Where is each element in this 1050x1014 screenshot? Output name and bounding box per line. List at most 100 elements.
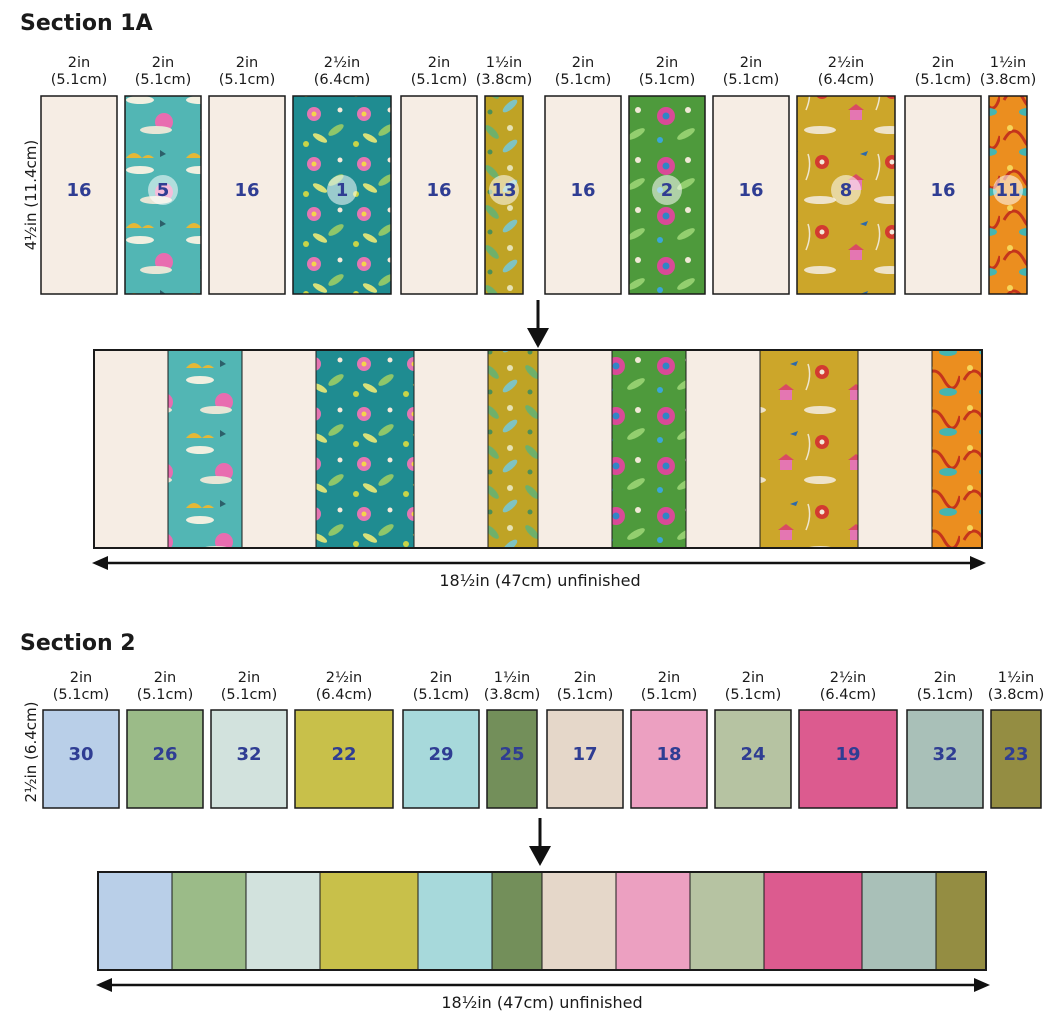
fabric-strip: [630, 709, 708, 809]
section-2-total-width-label: 18½in (47cm) unfinished: [441, 993, 642, 1012]
fabric-number: 11: [995, 180, 1020, 201]
fabric-strip: [798, 709, 898, 809]
fabric-strip: [42, 709, 120, 809]
panel-border: [93, 349, 983, 549]
strip-width-cm: (5.1cm): [51, 72, 107, 88]
strip-width-cm: (5.1cm): [219, 72, 275, 88]
section-1a-strip-11: 2in(5.1cm) 16: [904, 55, 982, 295]
strip-width-inches: 2in: [934, 670, 956, 686]
strip-width-inches: 2in: [154, 670, 176, 686]
section-2-cut-strips: 2in(5.1cm)302in(5.1cm)262in(5.1cm)322½in…: [42, 670, 1044, 809]
sewn-strip: [319, 871, 419, 971]
sewn-strip: [417, 871, 493, 971]
section-2-strip-5: 2in(5.1cm) 29: [402, 670, 480, 809]
fabric-strip: [714, 709, 792, 809]
strip-width-cm: (5.1cm): [135, 72, 191, 88]
sewn-strip: [759, 349, 859, 549]
section-2-strip-6: 1½in(3.8cm) 25: [484, 670, 540, 809]
sewn-strip: [935, 871, 987, 971]
section-1a-strip-7: 2in(5.1cm) 16: [544, 55, 622, 295]
sewn-strip: [685, 349, 761, 549]
fabric-number: 29: [428, 744, 453, 765]
section-2-title: Section 2: [20, 631, 136, 656]
fabric-strip: [990, 709, 1042, 809]
section-1a-strip-5: 2in(5.1cm) 16: [400, 55, 478, 295]
sewn-strip: [171, 871, 247, 971]
section-2-height-label: 2½in (6.4cm): [22, 702, 40, 803]
section-1a-strip-6: 1½in(3.8cm) 13: [476, 55, 532, 295]
strip-width-inches: 2in: [656, 55, 678, 71]
strip-width-cm: (5.1cm): [917, 687, 973, 703]
strip-width-cm: (6.4cm): [820, 687, 876, 703]
sewn-strip: [315, 349, 415, 549]
section-1a-strip-9: 2in(5.1cm) 16: [712, 55, 790, 295]
section-2-sewn-panel: [97, 871, 987, 971]
strip-width-inches: 1½in: [990, 55, 1027, 71]
strip-width-inches: 1½in: [494, 670, 531, 686]
fabric-strip: [544, 95, 622, 295]
strip-width-cm: (6.4cm): [818, 72, 874, 88]
fabric-number: 1: [336, 180, 349, 201]
strip-width-cm: (5.1cm): [725, 687, 781, 703]
fabric-strip: [402, 709, 480, 809]
strip-width-cm: (6.4cm): [314, 72, 370, 88]
fabric-number: 5: [157, 180, 170, 201]
strip-width-inches: 2in: [428, 55, 450, 71]
fabric-strip: [906, 709, 984, 809]
strip-width-inches: 2in: [238, 670, 260, 686]
strip-width-cm: (3.8cm): [980, 72, 1036, 88]
fabric-number: 22: [331, 744, 356, 765]
section-1a-strip-10: 2½in(6.4cm) 8: [796, 55, 896, 295]
fabric-number: 25: [499, 744, 524, 765]
section-1a-width-arrow: [92, 556, 986, 570]
fabric-strip: [208, 95, 286, 295]
fabric-number: 19: [835, 744, 860, 765]
number-badge: [489, 175, 519, 205]
section-2-strip-10: 2½in(6.4cm) 19: [798, 670, 898, 809]
strip-width-inches: 2in: [574, 670, 596, 686]
section-1a-strip-1: 2in(5.1cm) 16: [40, 55, 118, 295]
strip-width-inches: 2in: [236, 55, 258, 71]
section-2-width-arrow: [96, 978, 990, 992]
strip-width-inches: 2½in: [828, 55, 865, 71]
section-2-strip-9: 2in(5.1cm) 24: [714, 670, 792, 809]
strip-width-cm: (3.8cm): [988, 687, 1044, 703]
strip-width-inches: 2in: [572, 55, 594, 71]
fabric-number: 18: [656, 744, 681, 765]
strip-width-inches: 2in: [932, 55, 954, 71]
panel-border: [97, 871, 987, 971]
strip-width-cm: (5.1cm): [723, 72, 779, 88]
fabric-number: 13: [491, 180, 516, 201]
section-2-strip-3: 2in(5.1cm) 32: [210, 670, 288, 809]
section-1a-cut-strips: 2in(5.1cm)162in(5.1cm)52in(5.1cm)162½in(…: [40, 55, 1036, 295]
sewn-strip: [167, 349, 243, 549]
fabric-number: 26: [152, 744, 177, 765]
section-1a-strip-4: 2½in(6.4cm) 1: [292, 55, 392, 295]
fabric-strip: [712, 95, 790, 295]
strip-width-inches: 2½in: [830, 670, 867, 686]
number-badge: [993, 175, 1023, 205]
section-1a-strip-8: 2in(5.1cm) 2: [628, 55, 706, 295]
section-2-strip-12: 1½in(3.8cm) 23: [988, 670, 1044, 809]
strip-width-cm: (5.1cm): [137, 687, 193, 703]
sewn-strip: [97, 871, 173, 971]
sewn-strip: [241, 349, 317, 549]
fabric-strip: [294, 709, 394, 809]
strip-width-cm: (6.4cm): [316, 687, 372, 703]
number-badge: [327, 175, 357, 205]
fabric-number: 24: [740, 744, 765, 765]
section-1a-title: Section 1A: [20, 11, 153, 36]
section-1a-total-width-label: 18½in (47cm) unfinished: [439, 571, 640, 590]
fabric-number: 2: [661, 180, 674, 201]
sewn-strip: [861, 871, 937, 971]
number-badge: [831, 175, 861, 205]
sewn-strip: [541, 871, 617, 971]
strip-width-cm: (5.1cm): [915, 72, 971, 88]
strip-width-cm: (5.1cm): [53, 687, 109, 703]
strip-width-cm: (5.1cm): [221, 687, 277, 703]
number-badge: [148, 175, 178, 205]
fabric-number: 16: [570, 180, 595, 201]
fabric-strip: [486, 709, 538, 809]
number-badge: [652, 175, 682, 205]
